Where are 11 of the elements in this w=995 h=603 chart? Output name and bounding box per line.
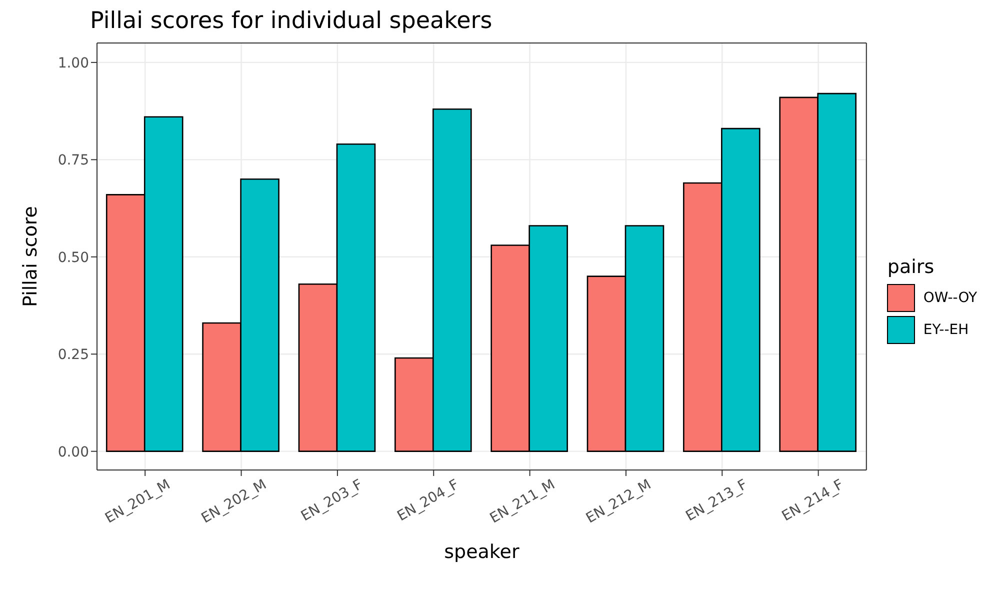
y-tick-label: 0.25	[58, 347, 89, 364]
legend-label: EY--EH	[923, 322, 969, 338]
y-axis-title: Pillai score	[20, 206, 42, 307]
y-tick-label: 0.75	[58, 152, 89, 169]
chart-title: Pillai scores for individual speakers	[90, 8, 492, 34]
y-tick-label: 0.00	[58, 444, 89, 460]
legend-title: pairs	[887, 256, 936, 278]
y-tick-label: 1.00	[58, 55, 89, 72]
x-axis-title: speaker	[444, 541, 520, 563]
legend-label: OW--OY	[923, 290, 977, 306]
y-tick-label: 0.50	[58, 250, 89, 266]
